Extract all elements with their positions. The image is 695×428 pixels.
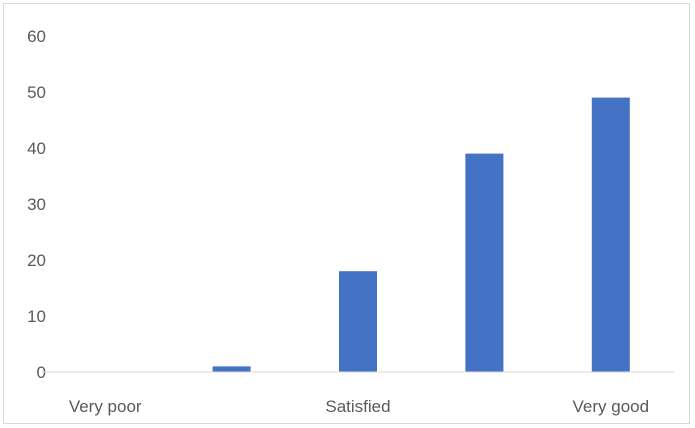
x-tick-label: Very good <box>573 397 650 416</box>
y-tick-label: 40 <box>27 139 46 158</box>
bar <box>339 271 377 372</box>
y-tick-label: 10 <box>27 307 46 326</box>
x-axis-tick-labels: Very poor Satisfied Very good <box>69 397 649 416</box>
y-tick-label: 30 <box>27 195 46 214</box>
x-tick-label: Satisfied <box>325 397 390 416</box>
bar <box>591 97 630 372</box>
x-tick-label: Very poor <box>69 397 142 416</box>
bars <box>212 97 630 372</box>
bar <box>212 366 251 372</box>
y-axis-tick-labels: 0 10 20 30 40 50 60 <box>27 27 46 382</box>
y-tick-label: 50 <box>27 83 46 102</box>
y-tick-label: 0 <box>37 363 46 382</box>
bar <box>465 153 504 372</box>
y-tick-label: 20 <box>27 251 46 270</box>
y-tick-label: 60 <box>27 27 46 46</box>
